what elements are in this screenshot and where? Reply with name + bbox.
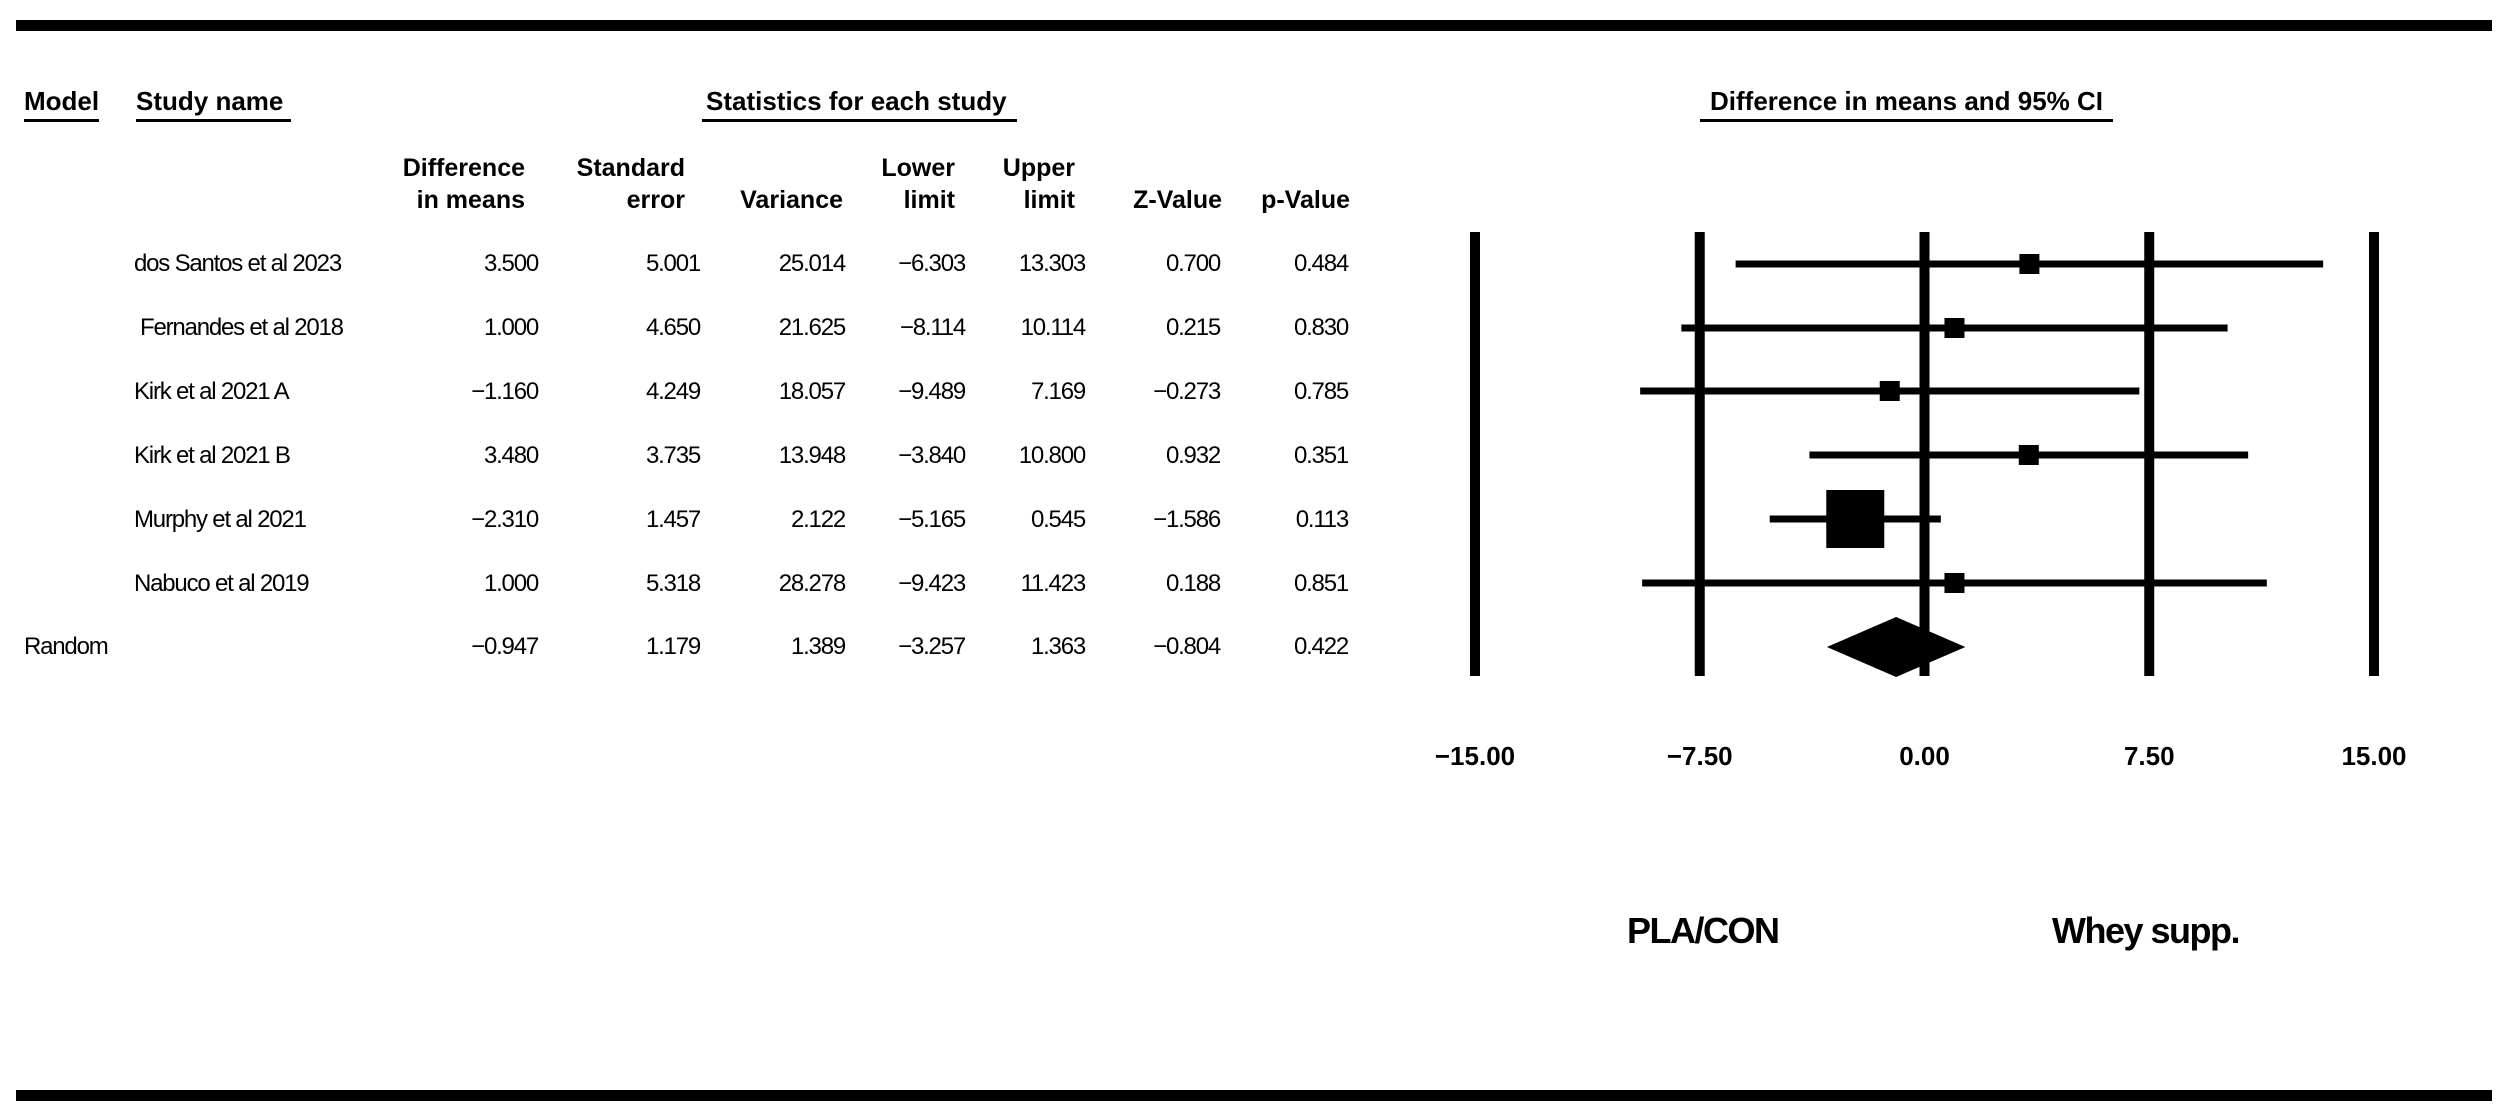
cell-diff: 3.500 xyxy=(483,250,539,277)
cell-var: 28.278 xyxy=(778,570,846,597)
cell-p: 0.785 xyxy=(1293,378,1349,405)
cell-p: 0.351 xyxy=(1293,442,1349,469)
cell-lower: −9.489 xyxy=(898,378,966,405)
cell-z: 0.188 xyxy=(1165,570,1221,597)
study-name-cell: Fernandes et al 2018 xyxy=(140,314,344,341)
cell-se: 5.001 xyxy=(645,250,701,277)
column-header-line2: p-Value xyxy=(1261,186,1350,214)
column-header-line1: Standard xyxy=(576,154,685,182)
cell-z: 0.215 xyxy=(1165,314,1221,341)
cell-se: 4.249 xyxy=(645,378,701,405)
cell-upper: 11.423 xyxy=(1020,570,1087,597)
point-estimate-marker xyxy=(2019,254,2040,274)
point-estimate-marker xyxy=(1826,490,1885,548)
cell-lower: −6.303 xyxy=(898,250,966,277)
cell-var: 1.389 xyxy=(790,633,846,660)
statistics-group-header: Statistics for each study xyxy=(702,86,1017,122)
point-estimate-marker xyxy=(1879,381,1900,401)
cell-var: 21.625 xyxy=(778,314,846,341)
cell-diff: −2.310 xyxy=(471,506,539,533)
cell-se: 5.318 xyxy=(645,570,701,597)
cell-z: 0.700 xyxy=(1165,250,1221,277)
right-favours-label: Whey supp. xyxy=(2052,910,2241,951)
x-tick-label: −15.00 xyxy=(1434,741,1516,771)
cell-var: 13.948 xyxy=(778,442,846,469)
cell-p: 0.422 xyxy=(1293,633,1349,660)
cell-p: 0.484 xyxy=(1293,250,1349,277)
cell-se: 1.179 xyxy=(645,633,701,660)
column-header-upper: Upper limit xyxy=(875,152,1075,216)
model-cell: Random xyxy=(24,633,109,660)
study-name-header: Study name xyxy=(136,86,292,122)
column-header-line2: Variance xyxy=(740,186,843,214)
cell-diff: −0.947 xyxy=(471,633,539,660)
column-header-line2: Z-Value xyxy=(1133,186,1222,214)
column-header-line2: limit xyxy=(903,186,955,214)
study-name-cell: Nabuco et al 2019 xyxy=(134,570,310,597)
x-tick-label: 0.00 xyxy=(1899,741,1950,771)
column-header-p: p-Value xyxy=(1150,152,1350,216)
cell-var: 25.014 xyxy=(778,250,846,277)
cell-upper: 0.545 xyxy=(1030,506,1086,533)
cell-upper: 7.169 xyxy=(1030,378,1086,405)
column-header-se: Standard error xyxy=(485,152,685,216)
cell-se: 4.650 xyxy=(645,314,701,341)
point-estimate-marker xyxy=(2018,445,2039,465)
cell-lower: −9.423 xyxy=(898,570,966,597)
cell-se: 1.457 xyxy=(645,506,701,533)
cell-upper: 10.114 xyxy=(1020,314,1087,341)
cell-se: 3.735 xyxy=(645,442,701,469)
column-header-z: Z-Value xyxy=(1022,152,1222,216)
bottom-rule xyxy=(16,1090,2492,1101)
column-header-line2: in means xyxy=(416,186,525,214)
cell-lower: −3.840 xyxy=(898,442,966,469)
cell-z: −0.804 xyxy=(1153,633,1221,660)
cell-z: 0.932 xyxy=(1165,442,1221,469)
x-tick-label: 7.50 xyxy=(2123,741,2175,771)
cell-diff: 3.480 xyxy=(483,442,539,469)
column-header-line2: limit xyxy=(1023,186,1075,214)
cell-diff: −1.160 xyxy=(471,378,539,405)
plot-title: Difference in means and 95% CI xyxy=(1700,86,2114,122)
column-header-line1: Upper xyxy=(1002,154,1075,182)
cell-var: 18.057 xyxy=(778,378,846,405)
x-tick-label: −7.50 xyxy=(1666,741,1733,771)
cell-diff: 1.000 xyxy=(483,570,539,597)
cell-diff: 1.000 xyxy=(483,314,539,341)
column-header-line1: Difference xyxy=(402,154,525,182)
cell-z: −0.273 xyxy=(1153,378,1221,405)
cell-var: 2.122 xyxy=(790,506,846,533)
column-header-diff: Difference in means xyxy=(325,152,525,216)
model-header: Model xyxy=(24,86,100,122)
cell-upper: 13.303 xyxy=(1018,250,1086,277)
cell-p: 0.113 xyxy=(1295,506,1349,533)
point-estimate-marker xyxy=(1944,573,1965,593)
column-header-line2: error xyxy=(626,186,685,214)
cell-upper: 1.363 xyxy=(1030,633,1086,660)
top-rule xyxy=(16,20,2492,31)
study-name-cell: Kirk et al 2021 B xyxy=(134,442,291,469)
study-name-cell: Kirk et al 2021 A xyxy=(134,378,290,405)
cell-upper: 10.800 xyxy=(1018,442,1086,469)
left-favours-label: PLA/CON xyxy=(1627,910,1780,951)
cell-lower: −3.257 xyxy=(898,633,966,660)
column-header-var: Variance xyxy=(643,152,843,216)
point-estimate-marker xyxy=(1944,318,1965,338)
cell-z: −1.586 xyxy=(1153,506,1221,533)
x-tick-label: 15.00 xyxy=(2341,741,2407,771)
cell-lower: −8.114 xyxy=(899,314,966,341)
summary-diamond xyxy=(1826,617,1966,677)
study-name-cell: Murphy et al 2021 xyxy=(134,506,307,533)
cell-p: 0.830 xyxy=(1293,314,1349,341)
column-header-line1: Lower xyxy=(881,154,955,182)
column-header-lower: Lower limit xyxy=(755,152,955,216)
cell-p: 0.851 xyxy=(1293,570,1349,597)
study-name-cell: dos Santos et al 2023 xyxy=(134,250,342,277)
cell-lower: −5.165 xyxy=(898,506,966,533)
